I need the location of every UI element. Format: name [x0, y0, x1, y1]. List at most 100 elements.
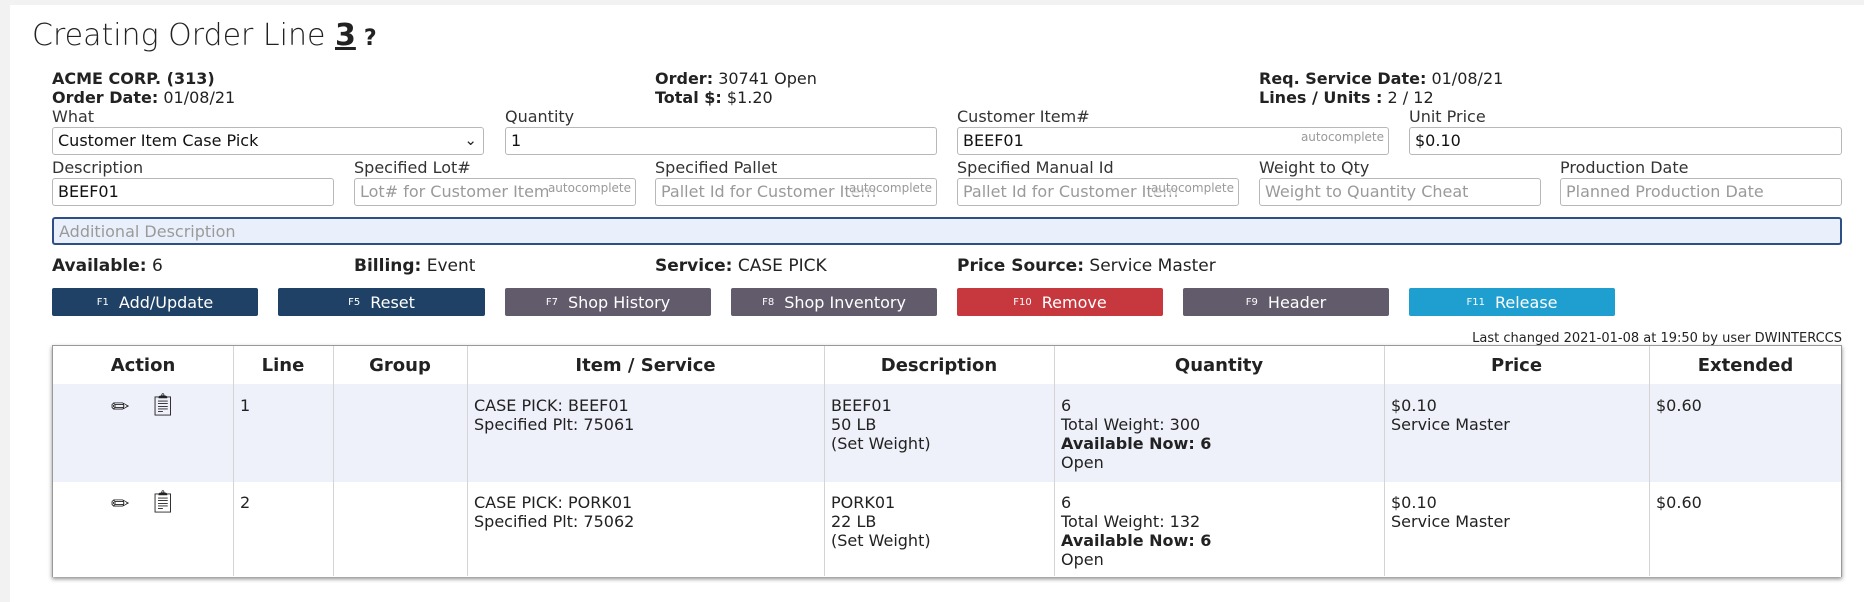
key-hint: F11	[1466, 296, 1485, 308]
production-date-input[interactable]: Planned Production Date	[1560, 178, 1842, 206]
key-hint: F9	[1245, 296, 1258, 308]
lot-input[interactable]: Lot# for Customer Item autocomplete	[354, 178, 636, 206]
button-label: Reset	[370, 292, 415, 312]
pencil-icon[interactable]: ✏︎	[111, 395, 130, 420]
shop-history-button[interactable]: F7 Shop History	[505, 288, 711, 316]
autocomplete-hint: autocomplete	[1300, 130, 1384, 144]
extended-cell: $0.60	[1656, 396, 1702, 415]
order-info: Order: 30741 Open Total $: $1.20	[655, 69, 817, 107]
item-code: PORK01	[831, 493, 896, 512]
order-date-label: Order Date:	[52, 88, 159, 107]
remove-button[interactable]: F10 Remove	[957, 288, 1163, 316]
item-weight: 22 LB	[831, 512, 877, 531]
available-status: Available: 6	[52, 256, 163, 276]
pallet-label: Specified Pallet	[655, 158, 778, 177]
column-divider	[1384, 346, 1385, 576]
column-divider	[467, 346, 468, 576]
add-update-button[interactable]: F1 Add/Update	[52, 288, 258, 316]
key-hint: F1	[96, 296, 109, 308]
specified-pallet: Specified Plt: 75062	[474, 512, 635, 531]
customer-name: ACME CORP. (313)	[52, 69, 215, 88]
header-item-service: Item / Service	[575, 354, 716, 376]
what-select[interactable]: Customer Item Case Pick ⌄	[52, 127, 484, 155]
release-button[interactable]: F11 Release	[1409, 288, 1615, 316]
key-hint: F8	[762, 296, 775, 308]
autocomplete-hint: autocomplete	[547, 181, 631, 195]
available-label: Available:	[52, 256, 147, 276]
unit-price-label: Unit Price	[1409, 107, 1486, 126]
column-divider	[824, 346, 825, 576]
key-hint: F10	[1013, 296, 1032, 308]
weight-input[interactable]: Weight to Quantity Cheat	[1259, 178, 1541, 206]
page-title-text: Creating Order Line	[32, 18, 326, 53]
lot-placeholder: Lot# for Customer Item	[360, 182, 550, 201]
header-group: Group	[369, 354, 431, 376]
description-value: BEEF01	[58, 182, 119, 201]
price-source-status: Price Source: Service Master	[957, 256, 1216, 276]
line-status: Open	[1061, 453, 1104, 472]
button-label: Shop History	[567, 292, 671, 312]
clipboard-icon[interactable]: 📋︎	[149, 490, 177, 515]
button-label: Header	[1267, 292, 1327, 312]
header-description: Description	[880, 354, 998, 376]
pallet-placeholder: Pallet Id for Customer Item	[661, 182, 877, 201]
order-date: 01/08/21	[163, 88, 236, 107]
manual-id-input[interactable]: Pallet Id for Customer Item autocomplete	[957, 178, 1239, 206]
clipboard-icon[interactable]: 📋︎	[149, 393, 177, 418]
req-date-label: Req. Service Date:	[1259, 69, 1427, 88]
order-label: Order:	[655, 69, 714, 88]
header-quantity: Quantity	[1174, 354, 1264, 376]
price-source-value: Service Master	[1089, 256, 1216, 276]
button-label: Release	[1494, 292, 1558, 312]
header-action: Action	[110, 354, 176, 376]
weight-type: (Set Weight)	[831, 531, 931, 550]
weight-placeholder: Weight to Quantity Cheat	[1265, 182, 1469, 201]
customer-item-input[interactable]: BEEF01 autocomplete	[957, 127, 1389, 155]
table-row: ✏︎ 📋︎ 1 CASE PICK: BEEF01 Specified Plt:…	[53, 384, 1841, 482]
column-divider	[1649, 346, 1650, 576]
price-source: Service Master	[1391, 512, 1510, 531]
shop-inventory-button[interactable]: F8 Shop Inventory	[731, 288, 937, 316]
pallet-input[interactable]: Pallet Id for Customer Item autocomplete	[655, 178, 937, 206]
header-button[interactable]: F9 Header	[1183, 288, 1389, 316]
reset-button[interactable]: F5 Reset	[278, 288, 485, 316]
column-divider	[1054, 346, 1055, 576]
header-price: Price	[1490, 354, 1543, 376]
quantity-cell: 6 Total Weight: 300 Available Now: 6 Ope…	[1061, 396, 1211, 472]
description-input[interactable]: BEEF01	[52, 178, 334, 206]
description-cell: PORK01 22 LB (Set Weight)	[831, 493, 931, 550]
total-label: Total $:	[655, 88, 722, 107]
additional-description-input[interactable]: Additional Description	[52, 217, 1842, 245]
billing-value: Event	[426, 256, 476, 276]
item-service: CASE PICK: BEEF01	[474, 396, 629, 415]
extended-cell: $0.60	[1656, 493, 1702, 512]
key-hint: F7	[545, 296, 558, 308]
autocomplete-hint: autocomplete	[848, 181, 932, 195]
help-icon[interactable]: ?	[363, 26, 377, 51]
lot-label: Specified Lot#	[354, 158, 471, 177]
order-lines-table: Action Line Group Item / Service Descrip…	[52, 345, 1842, 577]
customer-info: ACME CORP. (313) Order Date: 01/08/21	[52, 69, 235, 107]
service-label: Service:	[655, 256, 733, 276]
button-label: Shop Inventory	[784, 292, 906, 312]
qty-value: 6	[1061, 396, 1072, 415]
unit-price-value: $0.10	[1415, 131, 1461, 150]
order-total: $1.20	[726, 88, 773, 107]
column-divider	[233, 346, 234, 576]
last-changed-text: Last changed 2021-01-08 at 19:50 by user…	[1472, 331, 1842, 346]
production-date-placeholder: Planned Production Date	[1566, 182, 1764, 201]
req-date: 01/08/21	[1431, 69, 1504, 88]
what-value: Customer Item Case Pick	[58, 131, 259, 150]
available-now: Available Now: 6	[1061, 531, 1212, 550]
weight-label: Weight to Qty	[1259, 158, 1370, 177]
price-value: $0.10	[1391, 493, 1437, 512]
total-weight: Total Weight: 132	[1061, 512, 1201, 531]
quantity-input[interactable]: 1	[505, 127, 937, 155]
description-cell: BEEF01 50 LB (Set Weight)	[831, 396, 931, 453]
price-source-label: Price Source:	[957, 256, 1085, 276]
pencil-icon[interactable]: ✏︎	[111, 492, 130, 517]
unit-price-input[interactable]: $0.10	[1409, 127, 1842, 155]
header-extended: Extended	[1697, 354, 1794, 376]
line-number: 3	[334, 18, 356, 53]
price-cell: $0.10 Service Master	[1391, 396, 1510, 434]
